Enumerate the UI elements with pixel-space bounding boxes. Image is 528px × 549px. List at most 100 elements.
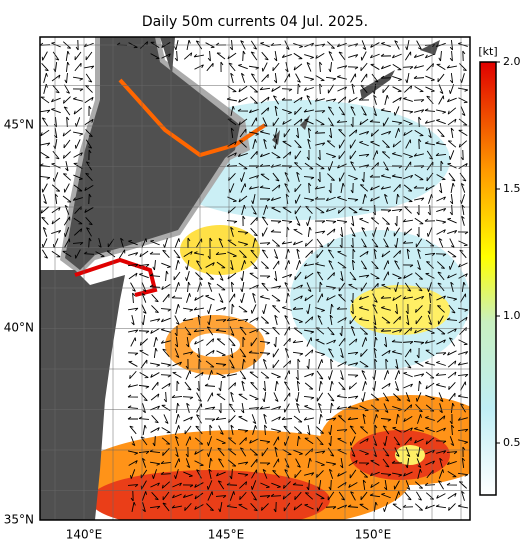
current-arrow xyxy=(43,194,47,205)
current-arrow xyxy=(391,350,402,355)
current-arrow xyxy=(53,116,57,128)
current-arrow xyxy=(461,215,465,226)
current-arrow xyxy=(336,306,348,310)
current-arrow xyxy=(162,249,170,259)
current-arrow xyxy=(358,295,369,301)
current-arrow xyxy=(370,185,380,191)
current-arrow xyxy=(393,480,400,490)
current-arrow xyxy=(306,95,312,105)
current-arrow xyxy=(230,226,234,237)
current-arrow xyxy=(360,491,368,501)
current-arrow xyxy=(295,260,301,270)
current-arrow xyxy=(350,447,356,457)
current-arrow xyxy=(274,446,278,457)
current-arrow xyxy=(425,185,435,191)
current-arrow xyxy=(215,328,227,332)
current-arrow xyxy=(382,458,390,468)
current-arrow xyxy=(296,380,301,392)
current-arrow xyxy=(62,129,72,137)
current-arrow xyxy=(436,427,446,433)
current-arrow xyxy=(174,425,180,435)
current-arrow xyxy=(383,260,390,270)
current-arrow xyxy=(394,260,400,270)
current-arrow xyxy=(218,402,222,414)
current-arrow xyxy=(406,314,410,326)
current-arrow xyxy=(371,260,379,270)
current-arrow xyxy=(380,108,392,113)
current-arrow xyxy=(348,362,359,366)
current-arrow xyxy=(458,97,468,104)
current-arrow xyxy=(65,50,70,62)
current-arrow xyxy=(436,63,446,70)
current-arrow xyxy=(238,85,248,93)
current-arrow xyxy=(259,439,271,444)
current-arrow xyxy=(174,336,179,348)
current-arrow xyxy=(392,75,402,81)
current-arrow xyxy=(447,250,457,258)
current-arrow xyxy=(162,348,170,358)
current-arrow xyxy=(241,402,245,414)
current-arrow xyxy=(392,405,402,411)
current-arrow xyxy=(303,329,315,334)
current-arrow xyxy=(315,206,325,214)
current-arrow xyxy=(194,339,204,345)
current-arrow xyxy=(306,304,311,315)
current-arrow xyxy=(435,253,447,257)
current-arrow xyxy=(272,62,280,72)
current-arrow xyxy=(405,480,411,491)
current-arrow xyxy=(250,480,257,490)
current-arrow xyxy=(315,119,325,126)
current-arrow xyxy=(348,174,358,181)
current-arrow xyxy=(359,184,369,192)
current-arrow xyxy=(330,358,334,370)
current-arrow xyxy=(88,149,92,161)
current-arrow xyxy=(304,76,315,81)
current-arrow xyxy=(85,216,93,226)
current-arrow xyxy=(306,216,311,226)
current-arrow xyxy=(316,470,324,478)
current-arrow xyxy=(142,424,147,436)
current-arrow xyxy=(414,130,424,137)
current-arrow xyxy=(403,427,413,433)
current-arrow xyxy=(172,371,182,378)
current-arrow xyxy=(448,503,456,511)
current-arrow xyxy=(427,282,432,292)
current-arrow xyxy=(314,262,325,267)
current-arrow xyxy=(450,182,455,193)
current-arrow xyxy=(261,216,269,226)
current-arrow xyxy=(193,307,204,311)
current-arrow xyxy=(261,282,269,292)
current-arrow xyxy=(374,336,378,348)
current-arrow xyxy=(427,303,431,315)
current-arrow xyxy=(293,228,303,235)
current-arrow xyxy=(226,317,238,322)
current-arrow xyxy=(273,249,279,260)
current-arrow xyxy=(141,282,147,292)
current-arrow xyxy=(304,382,314,390)
current-arrow xyxy=(41,63,49,72)
current-arrow xyxy=(293,426,303,434)
current-arrow xyxy=(339,226,344,238)
current-arrow xyxy=(304,472,315,476)
current-arrow xyxy=(141,292,147,303)
current-arrow xyxy=(40,109,51,113)
current-arrow xyxy=(348,206,358,214)
current-arrow xyxy=(461,281,466,293)
current-arrow xyxy=(230,260,234,271)
current-arrow xyxy=(370,129,379,137)
current-arrow xyxy=(394,215,398,227)
current-arrow xyxy=(308,127,312,139)
current-arrow xyxy=(226,220,238,224)
colorbar-tick-label: 1.0 xyxy=(503,309,521,322)
current-arrow xyxy=(424,482,436,486)
current-arrow xyxy=(161,362,172,367)
current-arrow xyxy=(208,457,213,469)
current-arrow xyxy=(358,462,370,466)
current-arrow xyxy=(417,260,421,271)
lon-label: 150°E xyxy=(355,528,392,542)
current-arrow xyxy=(171,493,182,499)
current-arrow xyxy=(450,402,455,414)
current-arrow xyxy=(370,393,380,401)
current-arrow xyxy=(65,161,69,172)
current-arrow xyxy=(348,97,358,103)
